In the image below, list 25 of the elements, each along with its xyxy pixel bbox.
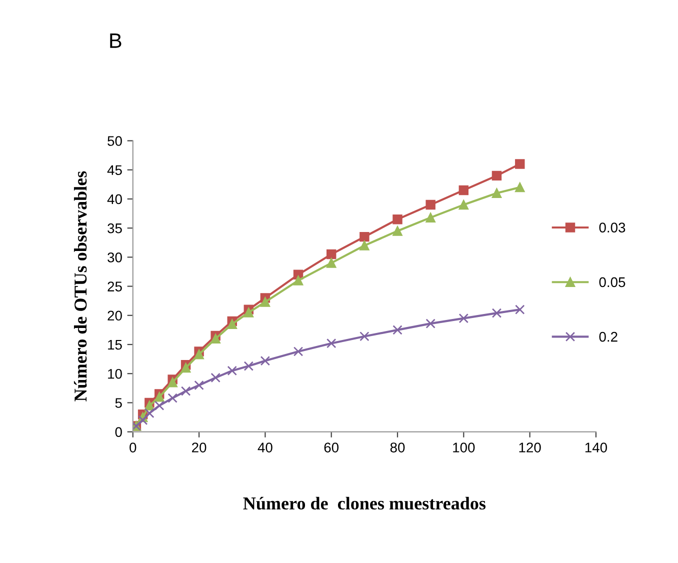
y-tick-label: 25 <box>108 282 122 292</box>
y-tick-label: 10 <box>108 368 122 379</box>
legend-label: 0.03 <box>599 222 626 232</box>
x-tick-label: 140 <box>585 442 608 452</box>
legend-label: 0.2 <box>599 332 618 342</box>
y-tick-label: 0 <box>115 427 122 437</box>
x-tick-label: 40 <box>258 442 272 452</box>
x-tick-label: 80 <box>390 442 405 452</box>
x-tick-label: 60 <box>324 442 339 452</box>
y-tick-label: 45 <box>107 165 122 176</box>
y-tick-label: 40 <box>107 194 122 204</box>
x-tick-label: 100 <box>453 442 475 452</box>
y-tick-label: 5 <box>115 398 122 408</box>
x-tick-label: 0 <box>130 442 136 452</box>
x-tick-label: 20 <box>192 442 206 452</box>
legend-label: 0.05 <box>599 277 626 288</box>
x-axis-title: Número de clones muestreados <box>243 496 486 510</box>
y-axis-title: Número de OTUs observables <box>74 171 87 402</box>
y-tick-label: 15 <box>108 340 122 350</box>
y-tick-label: 30 <box>108 252 122 262</box>
y-tick-label: 50 <box>108 136 122 146</box>
x-tick-label: 120 <box>519 442 541 452</box>
y-tick-label: 35 <box>108 223 122 234</box>
y-tick-label: 20 <box>108 310 122 321</box>
chart-title: B <box>110 34 122 48</box>
